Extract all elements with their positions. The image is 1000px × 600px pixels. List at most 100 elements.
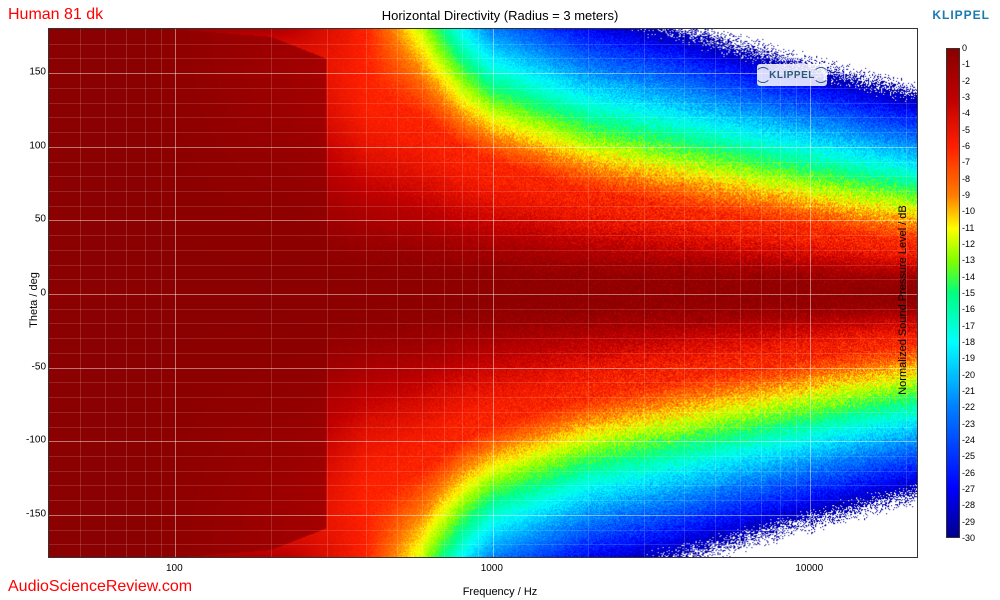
colorbar-tick: -25	[962, 451, 982, 461]
y-tick: 0	[22, 288, 46, 299]
gridline-h	[49, 220, 917, 221]
gridline-h	[49, 103, 917, 104]
y-tick: 150	[22, 67, 46, 78]
colorbar-tick: 0	[962, 43, 982, 53]
gridline-h	[49, 456, 917, 457]
colorbar-tick: -18	[962, 337, 982, 347]
colorbar-tick: -14	[962, 272, 982, 282]
colorbar-tick: -4	[962, 108, 982, 118]
colorbar-tick: -29	[962, 517, 982, 527]
gridline-v	[761, 29, 762, 557]
colorbar-tick: -20	[962, 370, 982, 380]
gridline-h	[49, 191, 917, 192]
gridline-v	[810, 29, 811, 557]
gridline-h	[49, 117, 917, 118]
gridline-h	[49, 515, 917, 516]
gridline-v	[366, 29, 367, 557]
gridline-v	[80, 29, 81, 557]
colorbar-tick: -9	[962, 190, 982, 200]
gridline-h	[49, 250, 917, 251]
gridline-v	[397, 29, 398, 557]
gridline-h	[49, 294, 917, 295]
y-tick: 100	[22, 140, 46, 151]
gridline-h	[49, 427, 917, 428]
colorbar-tick: -27	[962, 484, 982, 494]
plot-area: KLIPPEL	[48, 28, 918, 558]
directivity-heatmap	[49, 29, 917, 557]
gridline-h	[49, 353, 917, 354]
gridline-v	[478, 29, 479, 557]
gridline-v	[644, 29, 645, 557]
gridline-v	[462, 29, 463, 557]
gridline-h	[49, 176, 917, 177]
header-label: Human 81 dk	[8, 6, 103, 24]
gridline-v	[327, 29, 328, 557]
gridline-v	[796, 29, 797, 557]
gridline-h	[49, 162, 917, 163]
colorbar-tick: -23	[962, 419, 982, 429]
gridline-h	[49, 397, 917, 398]
y-tick: 50	[22, 214, 46, 225]
gridline-h	[49, 368, 917, 369]
x-tick: 10000	[795, 563, 823, 574]
gridline-h	[49, 544, 917, 545]
gridline-h	[49, 58, 917, 59]
gridline-h	[49, 279, 917, 280]
gridline-v	[444, 29, 445, 557]
colorbar-tick: -3	[962, 92, 982, 102]
y-tick: -50	[22, 361, 46, 372]
colorbar-tick: -26	[962, 468, 982, 478]
gridline-v	[780, 29, 781, 557]
x-axis-label: Frequency / Hz	[463, 586, 538, 598]
gridline-v	[175, 29, 176, 557]
gridline-h	[49, 382, 917, 383]
gridline-h	[49, 265, 917, 266]
x-tick: 1000	[481, 563, 503, 574]
colorbar-tick: -21	[962, 386, 982, 396]
gridline-h	[49, 412, 917, 413]
gridline-h	[49, 44, 917, 45]
gridline-h	[49, 132, 917, 133]
colorbar-tick: -24	[962, 435, 982, 445]
gridline-h	[49, 471, 917, 472]
colorbar-tick: -28	[962, 500, 982, 510]
colorbar-tick: -17	[962, 321, 982, 331]
gridline-h	[49, 309, 917, 310]
colorbar	[946, 48, 960, 538]
gridline-h	[49, 235, 917, 236]
colorbar-tick: -5	[962, 125, 982, 135]
y-tick: -150	[22, 508, 46, 519]
gridline-h	[49, 88, 917, 89]
gridline-h	[49, 206, 917, 207]
gridline-h	[49, 530, 917, 531]
gridline-h	[49, 500, 917, 501]
gridline-v	[740, 29, 741, 557]
gridline-h	[49, 441, 917, 442]
colorbar-tick: -22	[962, 402, 982, 412]
colorbar-tick: -30	[962, 533, 982, 543]
gridline-v	[126, 29, 127, 557]
gridline-h	[49, 323, 917, 324]
colorbar-tick: -15	[962, 288, 982, 298]
gridline-v	[145, 29, 146, 557]
gridline-v	[715, 29, 716, 557]
colorbar-label: Normalized Sound Pressure Level / dB	[897, 205, 909, 395]
colorbar-tick: -6	[962, 141, 982, 151]
colorbar-tick: -12	[962, 239, 982, 249]
gridline-v	[422, 29, 423, 557]
colorbar-tick: -2	[962, 76, 982, 86]
gridline-h	[49, 338, 917, 339]
brand-label: KLIPPEL	[932, 8, 990, 22]
gridline-h	[49, 147, 917, 148]
colorbar-tick: -1	[962, 59, 982, 69]
colorbar-tick: -19	[962, 353, 982, 363]
colorbar-tick: -10	[962, 206, 982, 216]
colorbar-tick: -8	[962, 174, 982, 184]
gridline-h	[49, 485, 917, 486]
colorbar-tick: -13	[962, 255, 982, 265]
colorbar-gradient	[947, 49, 959, 537]
chart-title: Horizontal Directivity (Radius = 3 meter…	[382, 8, 619, 23]
footer-label: AudioScienceReview.com	[8, 578, 192, 596]
colorbar-tick: -11	[962, 223, 982, 233]
gridline-v	[684, 29, 685, 557]
